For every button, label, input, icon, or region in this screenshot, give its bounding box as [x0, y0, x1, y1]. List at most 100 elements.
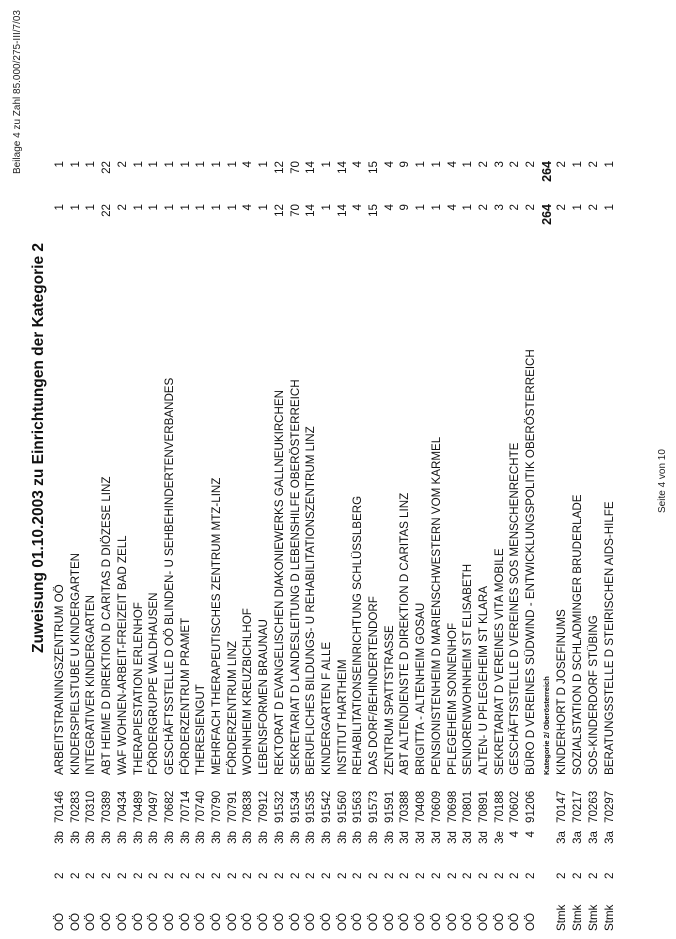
count-cell: 1: [414, 204, 428, 211]
count-cell: 4: [351, 204, 365, 211]
count-cell: 1: [461, 204, 475, 211]
count-cell: 1: [194, 204, 208, 211]
level-cell: 3b: [304, 831, 318, 844]
code-cell: 70217: [571, 790, 585, 823]
total-cell: 2: [508, 161, 522, 168]
code-cell: 91534: [288, 790, 302, 823]
count-cell: 4: [241, 204, 255, 211]
state-cell: OÖ: [524, 912, 537, 931]
count-cell: 2: [586, 204, 600, 211]
state-cell: OÖ: [53, 912, 66, 931]
level-cell: 3d: [461, 831, 475, 844]
code-cell: 70602: [508, 790, 522, 823]
count-cell: 14: [304, 204, 318, 217]
category-cell: 2: [429, 872, 443, 879]
code-cell: 70790: [210, 790, 223, 823]
table-row: Stmk 2 3a 70263 SOS-KINDERDORF STÜBING 2 2: [586, 0, 602, 939]
category-cell: 2: [304, 872, 318, 879]
category-cell: 2: [319, 872, 333, 879]
level-cell: 3b: [288, 831, 302, 844]
count-cell: 2: [555, 204, 569, 211]
code-cell: 91563: [351, 790, 365, 823]
count-cell: 1: [257, 204, 271, 211]
code-cell: 70310: [84, 790, 98, 823]
level-cell: 3b: [84, 831, 98, 844]
total-cell: 1: [429, 161, 443, 168]
code-cell: 70497: [147, 790, 161, 823]
category-cell: 2: [257, 872, 271, 879]
count-cell: 1: [131, 204, 145, 211]
state-cell: OÖ: [210, 912, 223, 931]
page-title: Zuweisung 01.10.2003 zu Einrichtungen de…: [30, 242, 47, 653]
total-cell: 4: [241, 161, 255, 168]
institution-name: SENIORENWOHNHEIM ST ELISABETH: [461, 563, 475, 775]
total-cell: 4: [382, 161, 396, 168]
table-row: OÖ 2 3d 70801 SENIORENWOHNHEIM ST ELISABETH 1…: [460, 0, 476, 939]
institution-name: THERESIENGUT: [194, 684, 208, 775]
category-cell: 2: [241, 872, 255, 879]
total-cell: 2: [586, 161, 600, 168]
level-cell: 3d: [445, 831, 459, 844]
code-cell: 91542: [319, 790, 333, 823]
table-row: OÖ 2 3b 70497 FÖRDERGRUPPE WALDHAUSEN 1 1: [146, 0, 162, 939]
state-cell: OÖ: [319, 912, 333, 931]
state-cell: OÖ: [398, 912, 412, 931]
institution-name: PFLEGEHEIM SONNENHOF: [445, 622, 459, 775]
code-cell: 91535: [304, 790, 318, 823]
category-cell: 2: [84, 872, 98, 879]
count-cell: 1: [68, 204, 82, 211]
state-cell: OÖ: [414, 912, 428, 931]
page-number: Seite 4 von 10: [657, 449, 668, 513]
subtotal-row: Kategorie 2/ Oberösterreich 264 264: [539, 0, 555, 939]
level-cell: 3b: [351, 831, 365, 844]
category-cell: 2: [461, 872, 475, 879]
table-row: OÖ 2 3b 91563 REHABILITATIONSEINRICHTUNG SCH…: [350, 0, 366, 939]
count-cell: 14: [335, 204, 349, 217]
institution-name: DAS DORF/BEHINDERTENDORF: [367, 596, 380, 775]
state-cell: OÖ: [382, 912, 396, 931]
category-cell: 2: [492, 872, 506, 879]
table-row: OÖ 2 3b 70791 FÖRDERZENTRUM LINZ 1 1: [225, 0, 241, 939]
category-cell: 2: [367, 872, 380, 879]
total-cell: 4: [445, 161, 459, 168]
institution-name: FÖRDERZENTRUM PRAMET: [178, 617, 192, 775]
category-cell: 2: [147, 872, 161, 879]
state-cell: OÖ: [257, 912, 271, 931]
institution-name: THERAPIESTATION ERLENHOF: [131, 602, 145, 775]
code-cell: 91560: [335, 790, 349, 823]
state-cell: OÖ: [84, 912, 98, 931]
state-cell: OÖ: [492, 912, 506, 931]
total-cell: 3: [492, 161, 506, 168]
institution-name: ABT ALTENDIENSTE D DIREKTION D CARITAS L…: [398, 492, 412, 775]
total-cell: 14: [304, 161, 318, 174]
total-cell: 1: [162, 161, 176, 168]
table-row: OÖ 2 3b 70283 KINDERSPIELSTUBE U KINDERGARTE…: [68, 0, 84, 939]
institution-name: SEKRETARIAT D LANDESLEITUNG D LEBENSHILF…: [288, 379, 302, 775]
table-row: OÖ 2 3b 91532 REKTORAT D EVANGELISCHEN DIAKO…: [272, 0, 288, 939]
total-cell: 2: [555, 161, 569, 168]
total-cell: 9: [398, 161, 412, 168]
category-cell: 2: [131, 872, 145, 879]
code-cell: 70389: [100, 790, 114, 823]
category-cell: 2: [414, 872, 428, 879]
level-cell: 3b: [178, 831, 192, 844]
category-cell: 2: [194, 872, 208, 879]
category-cell: 2: [68, 872, 82, 879]
code-cell: 70283: [68, 790, 82, 823]
code-cell: 70297: [602, 790, 616, 823]
state-cell: OÖ: [100, 912, 114, 931]
category-cell: 2: [382, 872, 396, 879]
category-cell: 2: [53, 872, 66, 879]
table-row: OÖ 2 3b 70310 INTEGRATIVER KINDERGARTEN 1 1: [83, 0, 99, 939]
total-cell: 1: [319, 161, 333, 168]
code-cell: 70408: [414, 790, 428, 823]
count-cell: 22: [100, 204, 114, 217]
institution-name: PENSIONISTENHEIM D MARIENSCHWESTERN VOM …: [429, 436, 443, 775]
count-cell: 12: [272, 204, 286, 217]
level-cell: 3b: [194, 831, 208, 844]
state-cell: OÖ: [162, 912, 176, 931]
code-cell: 70801: [461, 790, 475, 823]
total-cell: 1: [131, 161, 145, 168]
institution-name: REKTORAT D EVANGELISCHEN DIAKONIEWERKS G…: [272, 389, 286, 775]
